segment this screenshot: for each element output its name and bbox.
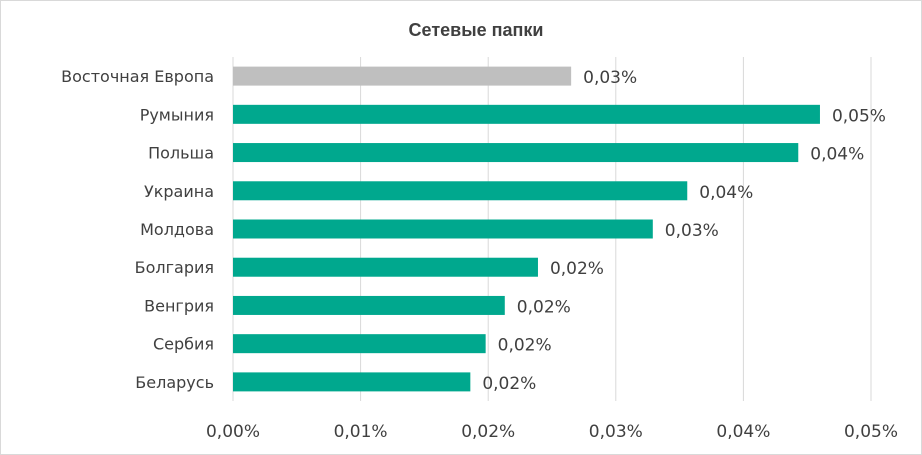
category-labels: Восточная Европа Румыния Польша Украина Молд…: [61, 67, 214, 392]
category-label: Беларусь: [135, 373, 214, 392]
bar: [233, 372, 471, 392]
bar: [233, 219, 653, 239]
x-tick-label: 0,01%: [334, 422, 388, 442]
value-label: 0,02%: [550, 259, 604, 279]
chart-title: Сетевые папки: [409, 20, 544, 40]
value-label: 0,04%: [699, 183, 753, 203]
x-axis-ticks: 0,00% 0,01% 0,02% 0,03% 0,04% 0,05%: [206, 422, 898, 442]
x-tick-label: 0,02%: [461, 422, 515, 442]
value-labels: 0,03% 0,05% 0,04% 0,04% 0,03% 0,02% 0,02% 0,02%…: [482, 68, 886, 394]
bars: [233, 66, 820, 392]
x-tick-label: 0,04%: [716, 422, 770, 442]
bar: [233, 104, 820, 124]
value-label: 0,03%: [665, 221, 719, 241]
value-label: 0,02%: [517, 297, 571, 317]
x-tick-label: 0,00%: [206, 422, 260, 442]
category-label: Восточная Европа: [61, 67, 214, 86]
value-label: 0,05%: [832, 106, 886, 126]
bar: [233, 143, 799, 163]
bar: [233, 181, 688, 201]
category-label: Венгрия: [144, 296, 214, 315]
category-label: Болгария: [135, 258, 214, 277]
category-label: Румыния: [140, 105, 214, 124]
bar: [233, 257, 538, 277]
bar: [233, 295, 505, 315]
bar: [233, 334, 486, 354]
value-label: 0,02%: [482, 374, 536, 394]
value-label: 0,03%: [583, 68, 637, 88]
category-label: Польша: [148, 144, 214, 163]
category-label: Молдова: [140, 220, 214, 239]
x-tick-label: 0,03%: [589, 422, 643, 442]
value-label: 0,04%: [810, 145, 864, 165]
x-tick-label: 0,05%: [844, 422, 898, 442]
bar: [233, 66, 572, 86]
value-label: 0,02%: [498, 336, 552, 356]
category-label: Сербия: [153, 335, 214, 354]
category-label: Украина: [144, 182, 214, 201]
